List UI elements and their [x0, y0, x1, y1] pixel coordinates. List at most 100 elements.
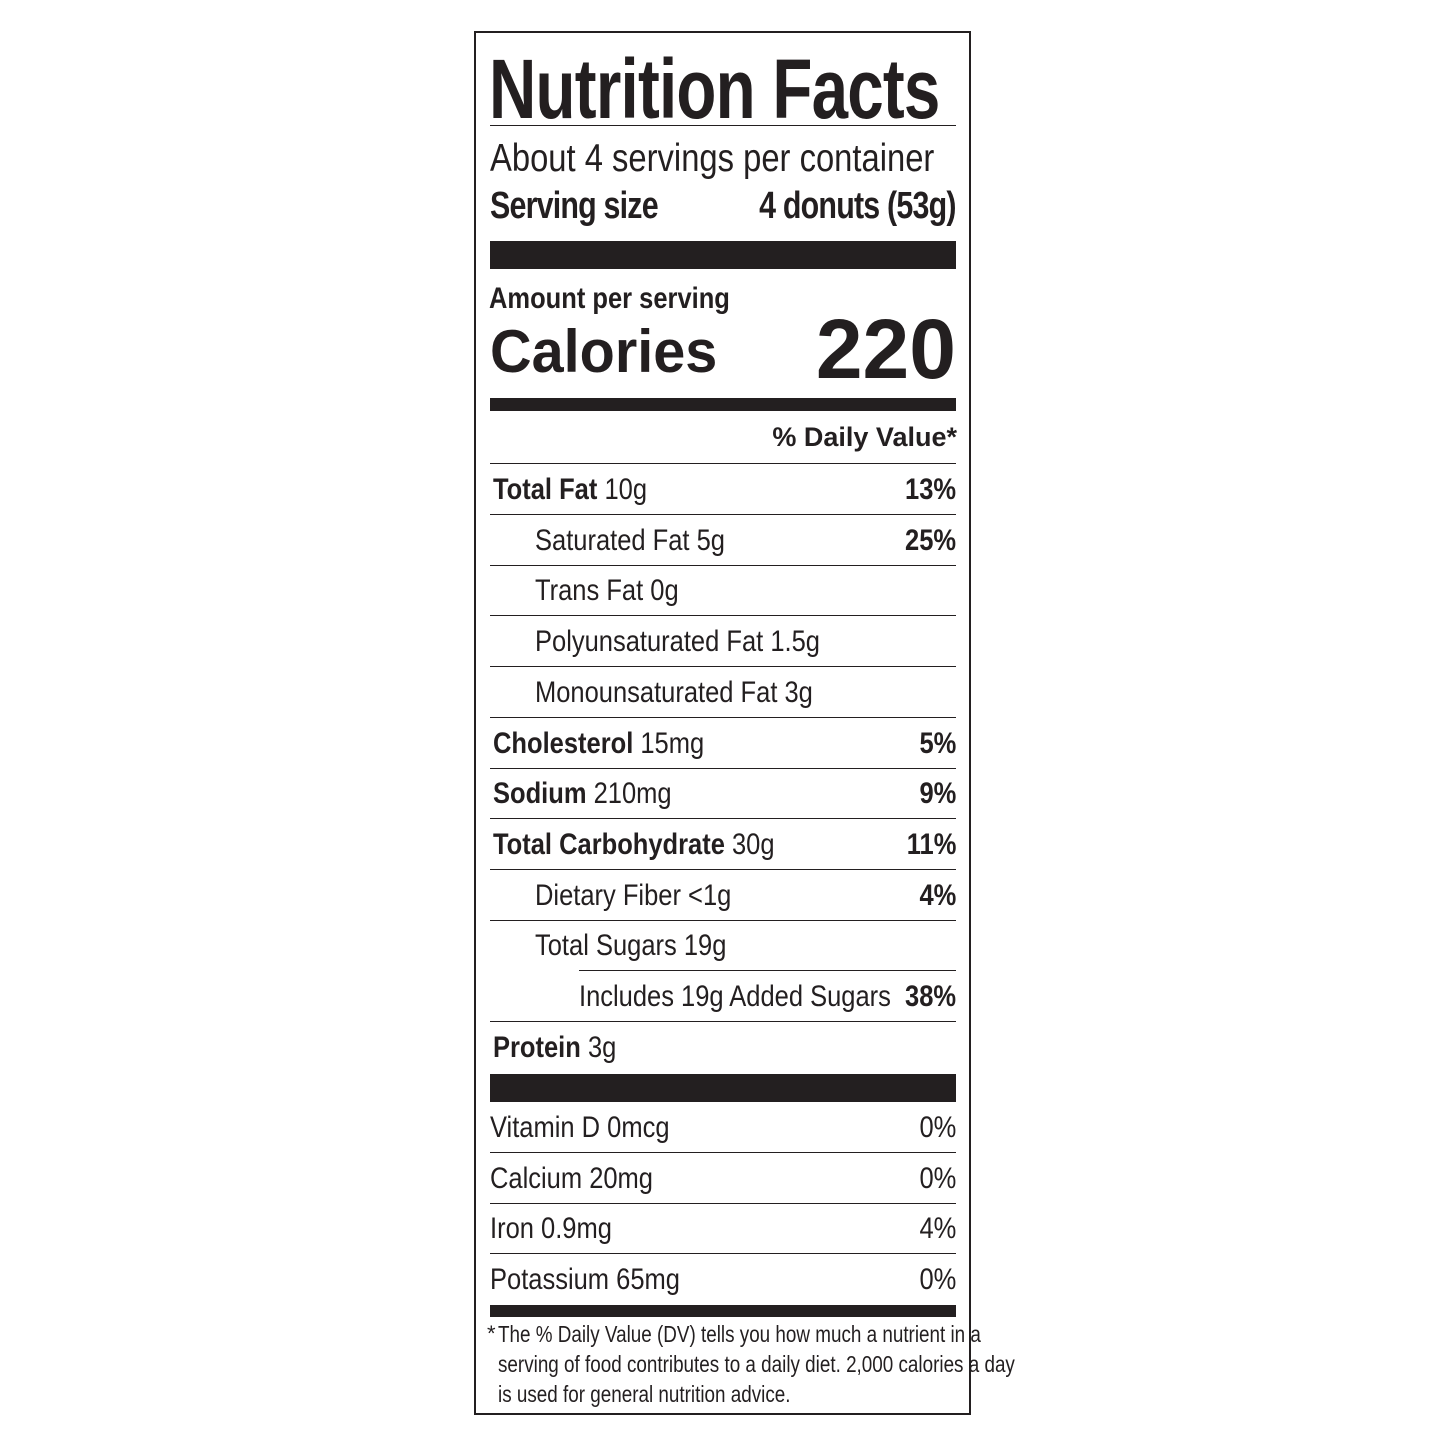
- header-rule: [490, 463, 956, 464]
- nutrient-daily-value: 25%: [904, 523, 956, 557]
- nutrient-name: Cholesterol 15mg: [493, 727, 704, 761]
- footnote-line-2: serving of food contributes to a daily d…: [498, 1351, 1015, 1377]
- row-divider: [490, 1202, 956, 1204]
- calories-label: Calories: [490, 318, 718, 385]
- vitamin-daily-value: 4%: [919, 1212, 956, 1246]
- nutrient-label: Total Carbohydrate: [493, 827, 725, 861]
- calories-value: 220: [815, 302, 956, 396]
- row-divider: [579, 970, 956, 972]
- nutrient-daily-value: 9%: [919, 777, 956, 811]
- vitamin-amount: 20mg: [589, 1161, 653, 1195]
- nutrient-label: Protein: [493, 1030, 581, 1064]
- nutrient-label: Sodium: [493, 777, 587, 811]
- nutrient-row-monounsaturated-fat: Monounsaturated Fat 3g: [490, 668, 956, 718]
- nutrient-row-total-carbohydrate: Total Carbohydrate 30g 11%: [490, 820, 956, 870]
- nutrient-label: Total Sugars: [535, 929, 677, 963]
- serving-size-value: 4 donuts (53g): [759, 185, 956, 227]
- vitamin-row-potassium: Potassium 65mg 0%: [490, 1255, 956, 1305]
- row-divider: [490, 1253, 956, 1255]
- title-rule: [490, 125, 956, 126]
- nutrient-label: Cholesterol: [493, 726, 634, 760]
- nutrient-label: Total Fat: [493, 473, 598, 506]
- vitamin-name: Iron 0.9mg: [490, 1212, 612, 1246]
- nutrient-row-trans-fat: Trans Fat 0g: [490, 566, 956, 617]
- row-divider: [490, 564, 956, 566]
- vitamin-name: Potassium 65mg: [490, 1263, 680, 1297]
- nutrient-row-dietary-fiber: Dietary Fiber <1g 4%: [490, 871, 956, 921]
- nutrient-row-cholesterol: Cholesterol 15mg 5%: [490, 719, 956, 769]
- nutrient-name: Protein 3g: [493, 1031, 616, 1065]
- amount-per-serving: Amount per serving: [489, 282, 730, 315]
- footnote-line-3: is used for general nutrition advice.: [498, 1381, 791, 1407]
- nutrient-amount: 30g: [731, 827, 775, 861]
- thick-divider: [490, 241, 956, 269]
- thick-divider: [490, 1074, 956, 1102]
- nutrient-label: Trans Fat: [535, 574, 644, 608]
- nutrient-name: Sodium 210mg: [493, 777, 672, 811]
- nutrient-row-sodium: Sodium 210mg 9%: [490, 769, 956, 820]
- daily-value-header: % Daily Value*: [772, 422, 957, 452]
- nutrient-label: Includes 19g Added Sugars: [579, 980, 891, 1013]
- nutrient-daily-value: 38%: [904, 980, 956, 1013]
- row-divider: [490, 919, 956, 921]
- vitamin-daily-value: 0%: [919, 1161, 956, 1195]
- nutrient-name: Polyunsaturated Fat 1.5g: [535, 625, 820, 659]
- row-divider: [490, 1152, 956, 1153]
- nutrient-row-saturated-fat: Saturated Fat 5g 25%: [490, 516, 956, 566]
- nutrient-daily-value: 5%: [919, 726, 956, 760]
- row-divider: [490, 1021, 956, 1022]
- row-divider: [490, 615, 956, 617]
- row-divider: [490, 818, 956, 820]
- footnote-line-1: The % Daily Value (DV) tells you how muc…: [498, 1321, 981, 1347]
- nutrient-row-includes-19g-added-sugars: Includes 19g Added Sugars 38%: [490, 972, 956, 1022]
- label-title: Nutrition Facts: [489, 42, 940, 136]
- row-divider: [490, 514, 956, 515]
- nutrition-facts-label: Nutrition Facts About 4 servings per con…: [474, 31, 1015, 1415]
- row-divider: [490, 666, 956, 668]
- vitamin-label: Potassium: [490, 1263, 610, 1297]
- nutrient-daily-value: 13%: [904, 473, 956, 506]
- vitamin-daily-value: 0%: [919, 1263, 956, 1297]
- nutrient-name: Saturated Fat 5g: [535, 524, 725, 558]
- nutrient-label: Polyunsaturated Fat: [535, 625, 764, 659]
- nutrient-amount: 1.5g: [770, 625, 820, 659]
- vitamin-name: Calcium 20mg: [490, 1162, 653, 1196]
- nutrient-name: Includes 19g Added Sugars: [579, 980, 891, 1014]
- footnote-asterisk: *: [487, 1321, 496, 1346]
- nutrient-name: Trans Fat 0g: [535, 574, 679, 608]
- nutrient-label: Dietary Fiber: [535, 878, 681, 912]
- nutrient-row-total-sugars: Total Sugars 19g: [490, 921, 956, 972]
- vitamin-label: Iron: [490, 1212, 534, 1246]
- nutrient-row-polyunsaturated-fat: Polyunsaturated Fat 1.5g: [490, 617, 956, 668]
- medium-divider: [490, 398, 956, 411]
- nutrient-label: Saturated Fat: [535, 523, 690, 557]
- nutrient-daily-value: 4%: [919, 878, 956, 912]
- nutrient-amount: 10g: [604, 473, 648, 506]
- nutrient-amount: 5g: [696, 523, 725, 557]
- nutrient-amount: 0g: [650, 574, 679, 608]
- row-divider: [490, 767, 956, 769]
- nutrient-amount: 19g: [683, 929, 727, 963]
- nutrient-name: Total Fat 10g: [493, 473, 647, 507]
- nutrient-name: Total Carbohydrate 30g: [493, 828, 775, 862]
- medium-divider: [490, 1305, 956, 1317]
- vitamin-amount: 0.9mg: [541, 1212, 612, 1246]
- nutrient-name: Monounsaturated Fat 3g: [535, 676, 813, 710]
- vitamin-amount: 0mcg: [607, 1111, 670, 1144]
- vitamin-row-calcium: Calcium 20mg 0%: [490, 1154, 956, 1204]
- row-divider: [490, 868, 956, 870]
- vitamin-amount: 65mg: [616, 1263, 680, 1297]
- serving-size-label: Serving size: [490, 185, 659, 227]
- nutrient-amount: 15mg: [640, 726, 705, 760]
- nutrient-name: Total Sugars 19g: [535, 929, 726, 963]
- nutrient-name: Dietary Fiber <1g: [535, 879, 731, 913]
- vitamin-row-vitamin-d: Vitamin D 0mcg 0%: [490, 1103, 956, 1153]
- nutrient-amount: 210mg: [593, 777, 672, 811]
- nutrient-label: Monounsaturated Fat: [535, 675, 778, 709]
- vitamin-label: Vitamin D: [490, 1111, 601, 1144]
- nutrient-row-protein: Protein 3g: [490, 1023, 956, 1073]
- nutrient-amount: 3g: [784, 675, 813, 709]
- vitamin-daily-value: 0%: [919, 1111, 956, 1144]
- servings-per-container: About 4 servings per container: [490, 137, 935, 180]
- row-divider: [490, 716, 956, 718]
